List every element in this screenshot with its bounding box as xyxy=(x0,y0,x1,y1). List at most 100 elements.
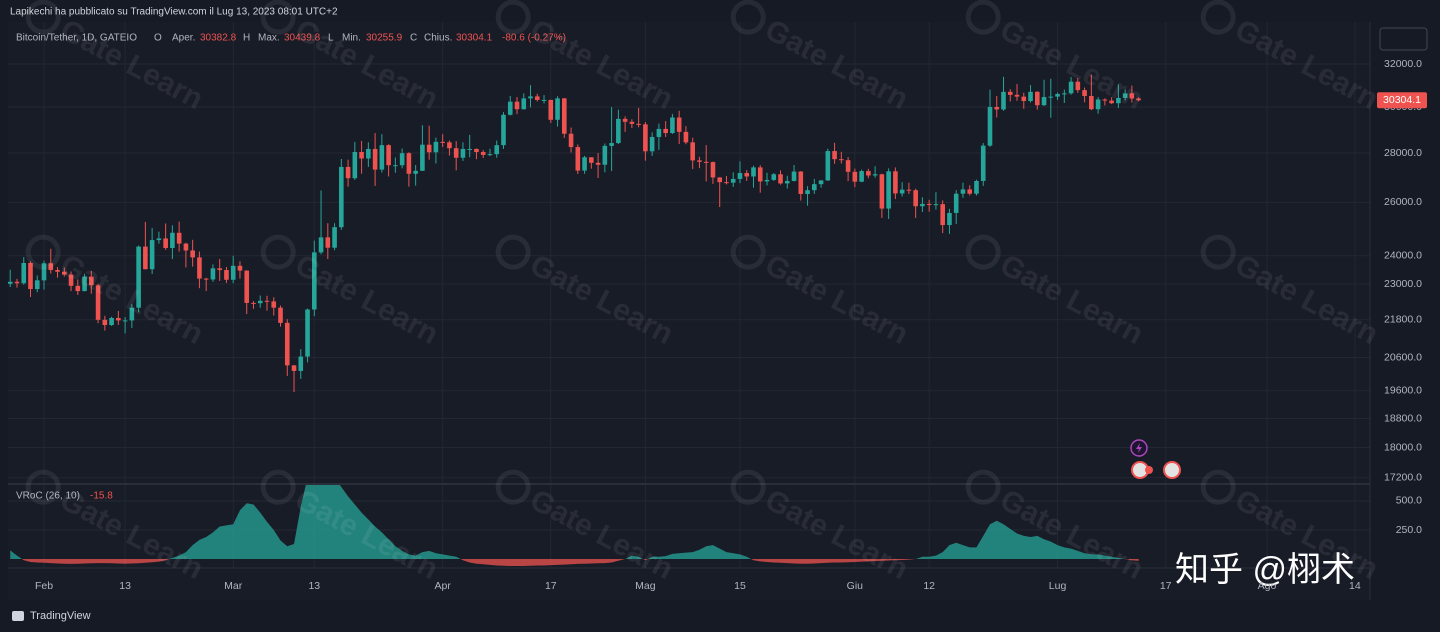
candle-body xyxy=(1136,98,1141,101)
candle-body xyxy=(1055,94,1060,97)
candle-body xyxy=(852,171,858,182)
candle-body xyxy=(480,152,486,155)
candle-body xyxy=(224,270,229,280)
x-tick-label: 17 xyxy=(545,580,557,592)
event-glyph xyxy=(1136,443,1142,453)
candle-body xyxy=(55,270,60,272)
candle-body xyxy=(683,131,689,143)
footer: TradingView xyxy=(0,600,1440,632)
candle-body xyxy=(791,171,797,181)
candle-body xyxy=(656,128,662,137)
candle-body xyxy=(1048,96,1054,98)
candle-body xyxy=(1075,81,1081,91)
candle-body xyxy=(359,152,364,159)
candle-body xyxy=(244,270,250,303)
candle-body xyxy=(528,96,533,99)
last-price-label: 30304.1 xyxy=(1383,94,1421,106)
candle-body xyxy=(210,268,216,280)
candle-body xyxy=(649,136,655,152)
candle-body xyxy=(1109,100,1114,104)
watermark-logo xyxy=(965,234,1001,270)
watermark-logo xyxy=(965,469,1001,505)
y-tick-label: 21800.0 xyxy=(1384,314,1422,326)
vroc-area-negative xyxy=(10,559,1139,567)
candle-body xyxy=(980,145,986,181)
candle-body xyxy=(967,189,973,194)
candle-body xyxy=(1001,91,1006,110)
candle-body xyxy=(548,99,554,120)
x-tick-label: 15 xyxy=(734,580,746,592)
candle-body xyxy=(926,203,932,205)
candle-body xyxy=(426,144,432,153)
open-key: O xyxy=(154,33,162,44)
change: -80.6 (-0.27%) xyxy=(502,33,566,44)
watermark-logo xyxy=(730,469,766,505)
high-key: H xyxy=(243,33,250,44)
legend: Bitcoin/Tether, 1D, GATEIO O Aper. 30382… xyxy=(16,33,566,502)
x-tick-label: Feb xyxy=(35,580,53,592)
candle-body xyxy=(1082,90,1087,96)
toolbar-button[interactable] xyxy=(1379,27,1428,51)
candle-body xyxy=(298,356,304,371)
candle-body xyxy=(325,237,331,248)
candle-body xyxy=(352,152,358,179)
y-tick-label: 17200.0 xyxy=(1384,472,1422,484)
x-tick-label: Ago xyxy=(1258,580,1277,592)
candle-body xyxy=(622,118,628,122)
candle-body xyxy=(440,141,445,143)
candle-body xyxy=(933,204,939,206)
candle-body xyxy=(453,148,459,158)
candle-body xyxy=(514,101,520,110)
candle-body xyxy=(886,171,891,209)
candle-body xyxy=(636,123,641,125)
candle-body xyxy=(1034,91,1040,106)
watermark-logo xyxy=(730,234,766,270)
candle-body xyxy=(609,143,614,146)
candle-body xyxy=(947,212,952,226)
high-label: Max. xyxy=(258,33,280,44)
candle-body xyxy=(271,301,277,308)
candle-body xyxy=(717,177,723,183)
watermark-logo xyxy=(965,0,1001,35)
candle-body xyxy=(805,190,810,194)
candle-body xyxy=(555,98,560,120)
candle-body xyxy=(960,189,966,194)
candle-body xyxy=(757,167,763,182)
candle-body xyxy=(21,262,27,284)
watermark-logo xyxy=(495,469,531,505)
event-flag[interactable] xyxy=(1163,461,1181,479)
x-tick-label: Lug xyxy=(1049,580,1067,592)
vroc-area-positive xyxy=(10,484,1126,560)
candle-body xyxy=(399,153,405,166)
last-price-box xyxy=(1377,92,1427,109)
candle-body xyxy=(1028,91,1033,102)
candle-body xyxy=(582,157,587,171)
close-key: C xyxy=(410,33,417,44)
brand: TradingView xyxy=(30,610,91,622)
close-value: 30304.1 xyxy=(456,33,493,44)
candle-body xyxy=(825,151,831,181)
candle-body xyxy=(41,263,47,281)
candle-body xyxy=(690,142,695,161)
candle-body xyxy=(913,190,918,207)
watermark-logo xyxy=(1200,234,1236,270)
candle-body xyxy=(778,174,783,184)
candle-body xyxy=(920,203,925,207)
candle-body xyxy=(859,171,864,182)
candle-body xyxy=(386,145,391,166)
indicator-name: VRoC (26, 10) xyxy=(16,491,80,502)
candle-body xyxy=(501,114,506,146)
candle-body xyxy=(1068,81,1074,94)
candle-body xyxy=(987,106,993,146)
y-tick-label: 28000.0 xyxy=(1384,147,1422,159)
candle-body xyxy=(339,166,344,228)
candle-body xyxy=(1089,95,1094,110)
candle-body xyxy=(170,232,175,248)
candle-body xyxy=(744,173,750,177)
candle-body xyxy=(994,106,1000,110)
candle-body xyxy=(487,154,493,156)
watermark-logo xyxy=(25,0,61,35)
x-tick-label: 17 xyxy=(1160,580,1172,592)
candle-body xyxy=(521,98,527,110)
y-tick-label: 24000.0 xyxy=(1384,250,1422,262)
